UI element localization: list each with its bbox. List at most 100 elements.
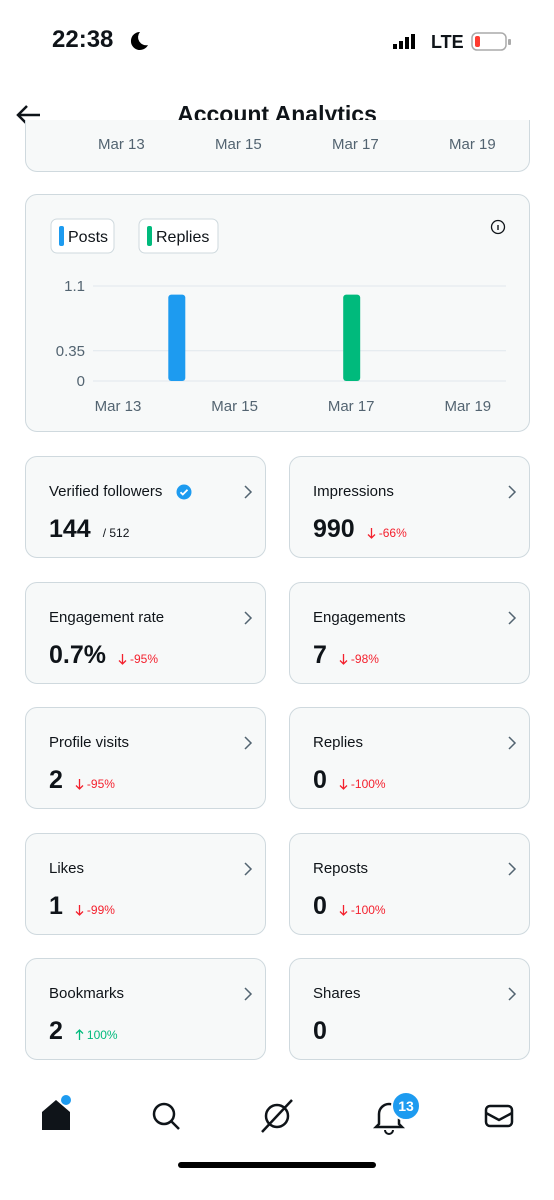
change-arrow <box>339 904 348 916</box>
arrow-path <box>367 528 376 539</box>
stat-value: 0.7% <box>49 640 106 669</box>
stat-change: -100% <box>350 777 386 791</box>
search-icon[interactable] <box>152 1102 180 1130</box>
grok-icon[interactable] <box>261 1099 293 1133</box>
info-mark <box>497 225 499 230</box>
stat-value: 1 <box>49 891 63 920</box>
stat-value: 0 <box>313 766 327 794</box>
legend-swatch <box>59 226 64 246</box>
legend-box <box>50 218 115 254</box>
change-arrow <box>118 653 127 665</box>
chevron-path <box>244 485 253 499</box>
chevron <box>508 987 517 1001</box>
stat-card[interactable]: Engagements 7 -98% <box>289 581 530 684</box>
change-arrow <box>339 653 348 665</box>
stat-label: Replies <box>313 734 364 751</box>
legend-swatch <box>147 226 152 246</box>
chevron-path <box>508 485 517 499</box>
stat-card[interactable]: Likes 1 -99% <box>25 832 266 935</box>
stat-change: -95% <box>129 651 158 666</box>
change-arrow <box>367 528 376 539</box>
messages-icon[interactable] <box>484 1104 514 1128</box>
stat-label: Reposts <box>313 859 369 877</box>
back-button[interactable] <box>14 100 44 130</box>
date-label: Mar 13 <box>98 136 145 153</box>
chevron <box>244 610 253 625</box>
battery-icon <box>471 32 511 51</box>
stat-change: -66% <box>378 526 407 540</box>
chevron <box>244 485 253 499</box>
stat-card[interactable]: Shares 0 <box>289 958 530 1060</box>
stat-label: Shares <box>313 985 361 1002</box>
clock: 22:38 <box>52 26 114 53</box>
stat-card[interactable]: Engagement rate 0.7% -95% <box>25 581 266 684</box>
x-tick-label: Mar 17 <box>328 398 375 415</box>
moon-icon <box>130 31 148 50</box>
stat-value: 144 <box>49 515 91 543</box>
stat-change: -98% <box>350 651 379 666</box>
badge-check <box>179 489 189 496</box>
stat-value: 0 <box>313 1017 327 1045</box>
x-tick-label: Mar 15 <box>211 398 258 415</box>
change-arrow <box>75 904 84 916</box>
x-tick-label: Mar 19 <box>444 398 491 415</box>
bottom-nav: 13 <box>42 1091 514 1168</box>
chevron-path <box>508 987 517 1001</box>
chevron <box>508 610 517 625</box>
y-tick-label: 0 <box>77 373 85 390</box>
stat-card[interactable]: Reposts 0 -100% <box>289 832 530 935</box>
stat-value: 0 <box>313 891 327 920</box>
chevron-path <box>508 861 517 876</box>
chevron-path <box>508 736 517 750</box>
chevron <box>244 861 253 876</box>
home-indicator <box>178 1162 376 1168</box>
arrow-path <box>339 779 348 790</box>
previous-chart-card: Mar 13 Mar 15 Mar 17 Mar 19 <box>25 120 530 172</box>
arrow-path <box>118 653 127 665</box>
stat-card[interactable]: Replies 0 -100% <box>289 707 530 809</box>
date-label: Mar 17 <box>332 136 379 153</box>
stat-card[interactable]: Verified followers 144 / 512 <box>25 456 266 558</box>
y-tick-label: 0.35 <box>56 343 85 360</box>
legend-label: Posts <box>68 229 108 246</box>
stat-card[interactable]: Impressions 990 -66% <box>289 456 530 558</box>
stat-label: Engagement rate <box>49 608 165 626</box>
chevron <box>244 736 253 750</box>
chevron <box>508 736 517 750</box>
chevron <box>244 987 253 1001</box>
stat-value: 2 <box>49 766 63 794</box>
badge-count: 13 <box>398 1098 414 1114</box>
stat-total: / 512 <box>102 526 130 540</box>
bar <box>168 294 186 381</box>
date-label: Mar 19 <box>449 136 496 153</box>
info-circle <box>490 219 506 235</box>
info-icon[interactable] <box>490 219 506 235</box>
stat-change: -100% <box>350 902 386 917</box>
chevron-path <box>508 610 517 625</box>
home-dot <box>61 1095 71 1105</box>
stat-label: Verified followers <box>49 483 163 500</box>
x-tick-label: Mar 13 <box>95 398 142 415</box>
chevron-path <box>244 736 253 750</box>
stat-value: 7 <box>313 640 327 669</box>
stat-change: -95% <box>86 777 115 791</box>
stat-value: 990 <box>313 515 355 543</box>
chevron <box>508 861 517 876</box>
chevron-path <box>244 987 253 1001</box>
arrow-path <box>75 1029 84 1040</box>
home-icon[interactable] <box>42 1100 70 1130</box>
legend-label: Replies <box>156 229 209 246</box>
stat-card[interactable]: Profile visits 2 -95% <box>25 707 266 809</box>
network: LTE <box>431 32 464 52</box>
stat-card[interactable]: Bookmarks 2 100% <box>25 958 266 1060</box>
stat-change: -99% <box>86 902 115 917</box>
bar <box>343 294 361 381</box>
arrow-path <box>339 653 348 665</box>
date-label: Mar 15 <box>215 136 262 153</box>
arrow-path <box>75 904 84 916</box>
signal-icon <box>393 34 415 49</box>
chevron <box>508 485 517 499</box>
stat-label: Likes <box>49 859 85 877</box>
stat-change: 100% <box>86 1028 118 1042</box>
stat-value: 2 <box>49 1017 63 1045</box>
